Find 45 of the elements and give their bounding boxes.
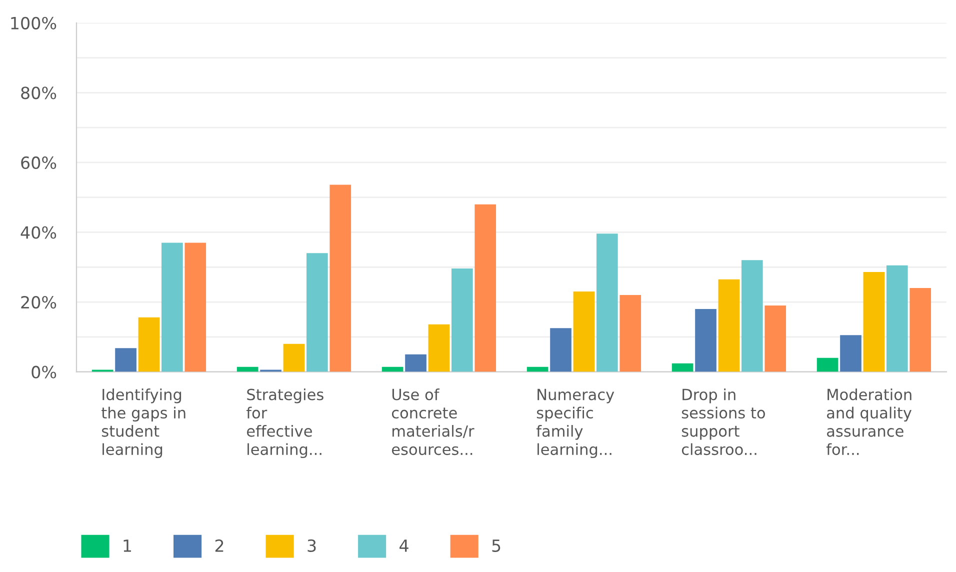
legend-label: 5 [492,540,500,552]
bar [672,363,694,372]
bar [596,234,618,372]
bar [138,317,160,372]
bar [162,242,183,372]
bar [526,366,548,372]
x-tick-label: Moderation and quality assurance for... [826,388,912,456]
y-tick-label: 100% [11,16,56,30]
bar [863,272,885,372]
bar [115,348,136,372]
bar [405,354,426,372]
legend-label: 4 [400,540,408,552]
bar [184,242,206,372]
bar [382,366,404,372]
bar [330,184,352,372]
x-tick-label: Numeracy specific family learning... [536,388,614,458]
bar [573,292,595,372]
y-tick-label: 40% [20,226,56,239]
x-tick-label: Use of concrete materials/r esources... [392,388,474,456]
bar [474,204,496,372]
bar [451,268,473,372]
bar [910,288,932,372]
bar [840,335,862,372]
y-tick-label: 80% [21,86,56,100]
bar [741,260,763,372]
bar [236,366,258,372]
x-tick-label: Strategies for effective learning... [246,388,324,458]
x-tick-label: Drop in sessions to support classroo... [682,388,765,456]
bar [620,295,642,372]
bar [283,344,305,372]
legend-label: 2 [215,539,224,552]
y-tick-label: 20% [21,296,56,309]
bar [816,358,838,372]
bar [718,279,740,372]
bar [886,265,908,372]
bar [764,306,786,372]
y-tick-label: 0% [32,366,56,378]
x-tick-label: Identifying the gaps in student learning [102,388,186,458]
legend-label: 1 [124,540,131,552]
bar [550,328,572,372]
y-tick-label: 60% [21,156,56,170]
bar [306,253,328,372]
bar [428,324,450,372]
legend-label: 3 [308,539,316,552]
bar [695,308,716,372]
